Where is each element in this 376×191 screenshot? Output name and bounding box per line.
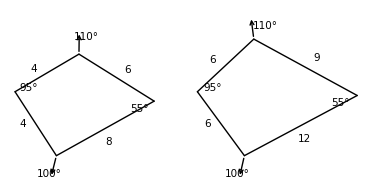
- Text: 6: 6: [209, 55, 216, 65]
- Text: 6: 6: [205, 119, 211, 129]
- Text: 95°: 95°: [203, 83, 222, 93]
- Text: 55°: 55°: [130, 104, 149, 114]
- Text: 4: 4: [19, 119, 26, 129]
- Text: 9: 9: [314, 53, 320, 63]
- Text: 6: 6: [124, 65, 131, 75]
- Text: 55°: 55°: [331, 98, 350, 108]
- Text: 100°: 100°: [36, 169, 61, 180]
- Text: 110°: 110°: [253, 21, 277, 31]
- Text: 12: 12: [298, 134, 311, 144]
- Text: 4: 4: [30, 64, 37, 74]
- Text: 100°: 100°: [224, 169, 249, 180]
- Text: 95°: 95°: [19, 83, 38, 93]
- Text: 8: 8: [106, 137, 112, 146]
- Text: 110°: 110°: [74, 32, 99, 42]
